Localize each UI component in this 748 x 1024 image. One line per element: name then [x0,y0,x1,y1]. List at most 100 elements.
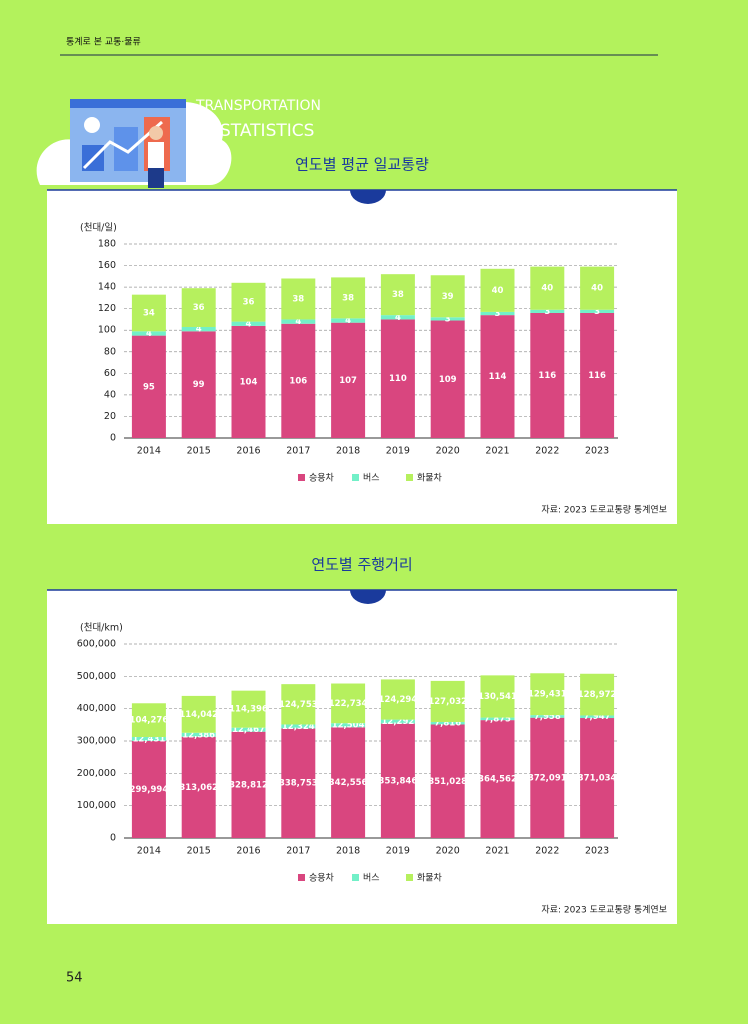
data-label: 299,994 [130,785,169,795]
x-tick-label: 2019 [386,846,410,857]
bar-segment [131,736,166,742]
bar-segment [181,331,216,438]
data-label: 338,753 [279,779,318,789]
bar-segment [430,317,465,321]
y-tick-label: 500,000 [77,671,116,682]
data-label: 114,396 [229,705,268,715]
bar-segment [331,277,366,319]
bar-segment [281,684,316,725]
x-tick-label: 2023 [585,846,609,857]
y-tick-label: 300,000 [77,736,116,747]
bar-segment [530,673,565,716]
bar-segment [231,282,266,322]
data-label: 114 [489,372,507,382]
data-label: 7,958 [534,712,561,722]
data-label: 38 [292,294,304,304]
bar-segment [231,321,266,326]
header: 통계로 본 교통·물류 [66,36,141,48]
bar-segment [231,727,266,732]
bar-segment [181,288,216,327]
data-label: 38 [342,293,354,303]
legend-swatch [298,874,305,881]
deco-text: TRANSPORTATION [195,98,321,114]
y-tick-label: 60 [104,368,116,379]
source-note: 자료: 2023 도로교통량 통계연보 [541,904,667,916]
x-tick-label: 2016 [236,846,260,857]
legend-label: 화물차 [417,472,443,484]
bar-segment [131,703,166,737]
bar-segment [480,311,515,316]
x-tick-label: 2014 [137,446,161,457]
x-tick-label: 2019 [386,446,410,457]
data-label: 4 [246,319,252,329]
data-label: 99 [193,380,205,390]
legend-label: 버스 [363,873,380,884]
x-tick-label: 2018 [336,846,360,857]
data-label: 129,431 [528,690,567,700]
chart-title: 연도별 주행거리 [311,556,412,574]
bar-segment [480,268,515,312]
data-label: 364,562 [478,775,517,785]
y-tick-label: 40 [104,389,116,400]
y-tick-label: 20 [104,411,116,422]
bar-segment [430,680,465,722]
data-label: 124,294 [379,695,418,705]
y-tick-label: 100,000 [77,800,116,811]
data-label: 127,032 [428,697,467,707]
bar-segment [331,727,366,838]
data-label: 351,028 [428,777,467,787]
y-tick-label: 100 [98,325,116,336]
bar-segment [530,309,565,313]
bar-segment [530,312,565,438]
legend-label: 승용차 [309,472,335,484]
data-label: 328,812 [229,780,268,790]
legend-swatch [352,874,359,881]
data-label: 372,091 [528,773,567,783]
data-label: 114,042 [179,710,218,720]
data-label: 36 [193,303,205,313]
data-label: 4 [395,313,401,323]
data-label: 353,846 [379,776,418,786]
data-label: 7,816 [434,719,461,729]
data-label: 12,431 [132,734,165,744]
bar-segment [331,683,366,724]
data-label: 12,324 [282,722,315,732]
bar-segment [580,718,615,838]
data-label: 122,734 [329,699,368,709]
data-label: 110 [389,374,407,384]
legend-label: 버스 [363,473,380,484]
x-tick-label: 2018 [336,446,360,457]
legend-swatch [352,474,359,481]
y-tick-label: 0 [110,433,116,444]
legend-label: 승용차 [309,872,335,884]
legend-swatch [298,474,305,481]
deco-text: STATISTICS [220,121,314,141]
data-label: 128,972 [578,690,617,700]
source-note: 자료: 2023 도로교통량 통계연보 [541,504,667,516]
bar-segment [281,319,316,324]
x-tick-label: 2022 [535,446,559,457]
data-label: 12,386 [182,730,215,740]
bar-segment [181,695,216,733]
data-label: 34 [143,308,155,318]
y-axis-label: (천대/km) [80,623,123,634]
data-label: 12,467 [232,725,265,735]
bar-segment [231,325,266,438]
y-tick-label: 140 [98,282,116,293]
data-label: 313,062 [179,783,218,793]
x-tick-label: 2021 [485,446,509,457]
x-tick-label: 2015 [187,846,211,857]
chart-title: 연도별 평균 일교통량 [295,156,429,174]
bar-segment [430,721,465,725]
bar-segment [281,724,316,729]
bar-segment [430,320,465,438]
y-tick-label: 160 [98,260,116,271]
x-tick-label: 2023 [585,446,609,457]
data-label: 7,875 [484,714,511,724]
data-label: 4 [196,325,202,335]
bar-segment [530,266,565,310]
x-tick-label: 2020 [436,846,460,857]
bar-segment [281,728,316,838]
bar-segment [430,275,465,318]
